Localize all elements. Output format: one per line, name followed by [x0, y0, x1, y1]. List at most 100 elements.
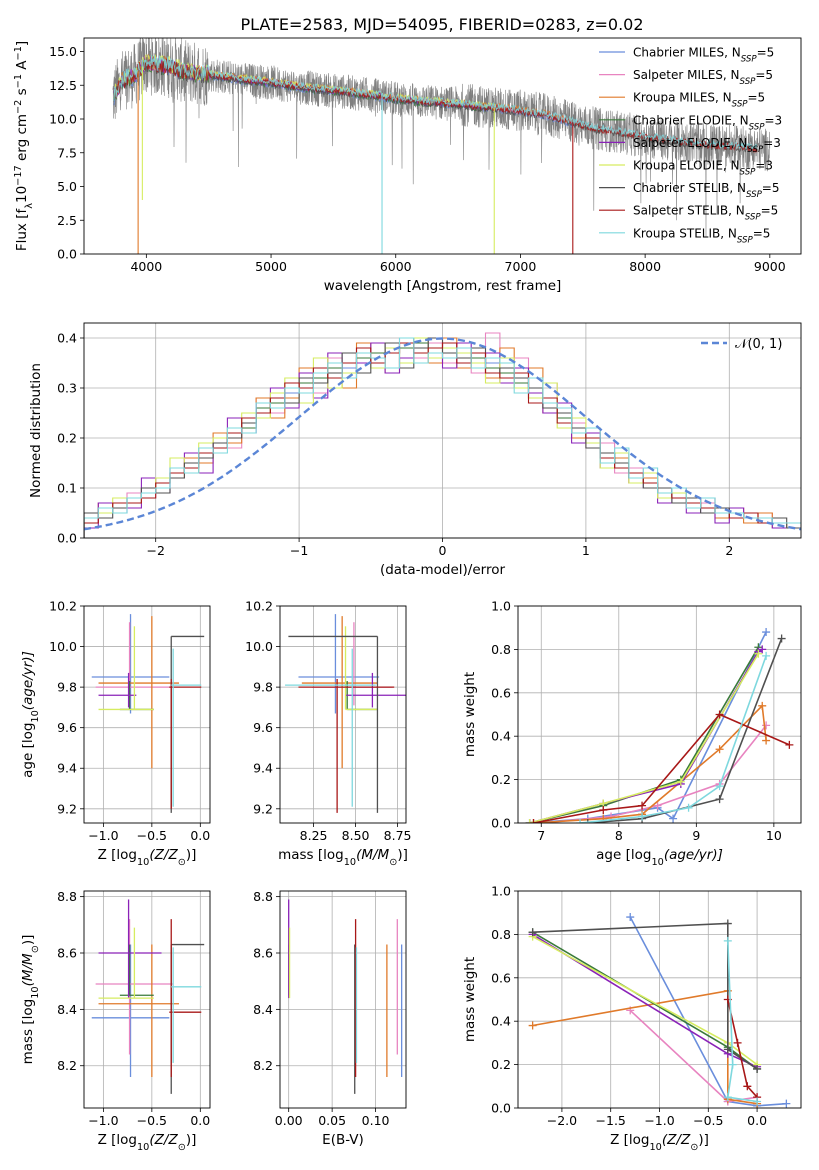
- age_vs_weight-marker-yellow-0: [525, 819, 534, 823]
- z_vs_weight-ytick-label-2: 0.4: [491, 1014, 511, 1029]
- z_vs_mass-ytick-label-2: 8.6: [57, 946, 77, 961]
- z_vs_weight-ylabel-part-0: mass weight: [462, 957, 478, 1042]
- ebv_vs_mass-frame: [279, 890, 407, 1109]
- age_vs_weight-xtick-label-1: 8: [615, 828, 623, 843]
- spectrum-xtick-label-4: 8000: [629, 259, 661, 274]
- spectrum-legend-label-1: Salpeter MILES, NSSP=5: [633, 68, 773, 87]
- spectrum-ylabel-part-0: Flux [f: [14, 208, 30, 252]
- z_vs_age-ylabel-part-0: age [log: [20, 723, 36, 778]
- age_vs_weight-xtick-label-0: 7: [537, 828, 545, 843]
- spectrum-ylabel-part-1: λ: [24, 203, 35, 209]
- spectrum-legend-label-5-part-2: =3: [755, 159, 773, 173]
- spectrum-legend-label-2-part-0: Kroupa MILES, N: [633, 91, 732, 105]
- z_vs_mass-plot-area: [91, 899, 205, 1094]
- z_vs_weight-xtick-label-4: 0.0: [747, 1113, 767, 1128]
- model-spectrum-cyan: [113, 54, 758, 150]
- spectrum-legend-label-6-part-2: =5: [762, 181, 780, 195]
- age_vs_weight-xlabel-part-1: 10: [651, 857, 663, 868]
- mass_vs_age-frame: [279, 605, 407, 824]
- age_vs_weight-ytick-label-2: 0.4: [491, 729, 511, 744]
- ebv_vs_mass-xlabel-part-0: E(B-V): [322, 1132, 364, 1148]
- z_vs_weight-xlabel-part-0: Z [log: [610, 1132, 649, 1148]
- z_vs_weight-marker-dark-1: [723, 919, 732, 928]
- z_vs_age-ytick-label-4: 10.0: [49, 639, 77, 654]
- spectrum-legend-label-0: Chabrier MILES, NSSP=5: [633, 46, 774, 65]
- age_vs_weight-marker-blue-3: [669, 814, 678, 823]
- z_vs_mass-ytick-label-0: 8.2: [57, 1058, 77, 1073]
- spectrum-legend-label-8-part-0: Kroupa STELIB, N: [633, 226, 737, 240]
- z_vs_age-xtick-label-1: −0.5: [137, 828, 167, 843]
- z_vs_mass-xlabel-part-0: Z [log: [98, 1132, 137, 1148]
- age_vs_weight-marker-red-0: [529, 819, 538, 823]
- age_vs_weight-marker-red-1: [599, 805, 608, 814]
- mass_vs_age-ytick-label-1: 9.4: [253, 761, 273, 776]
- z_vs_weight-xtick-label-1: −1.5: [596, 1113, 626, 1128]
- residuals-ytick-label-2: 0.2: [57, 431, 77, 446]
- residuals-ytick-label-0: 0.0: [57, 531, 77, 546]
- spectrum-plot-area: [112, 38, 771, 254]
- spectrum-legend-label-4-part-2: =3: [763, 136, 781, 150]
- spectrum-xtick-label-2: 6000: [380, 259, 412, 274]
- mass_vs_age-xlabel-part-4: )]: [397, 847, 408, 863]
- z_vs_weight-marker-red-2: [743, 1082, 752, 1091]
- residuals-xtick-label-4: 2: [725, 543, 733, 558]
- spectrum-legend-label-2-part-1: SSP: [732, 100, 749, 110]
- ebv_vs_mass-ytick-label-1: 8.4: [253, 1002, 273, 1017]
- spectrum-legend-label-2-part-2: =5: [748, 91, 766, 105]
- age_vs_weight-ylabel-part-0: mass weight: [462, 672, 478, 757]
- mass_vs_age-xlabel: mass [log10(M/M⊙)]: [278, 847, 408, 868]
- age_vs_weight-ytick-label-4: 0.8: [491, 642, 511, 657]
- z_vs_mass-xtick-label-1: −0.5: [137, 1113, 167, 1128]
- spectrum-ylabel-part-4: erg cm: [14, 114, 30, 165]
- mass_vs_age-xtick-label-2: 8.75: [384, 828, 412, 843]
- mass_vs_age-panel: 8.25 8.50 8.75 9.2 9.4 9.6 9.8 10.0 10.2 mass [lo…: [245, 599, 411, 868]
- z_vs_age-ylabel-part-1: 10: [30, 710, 41, 722]
- z_vs_age-xlabel-part-1: 10: [137, 857, 149, 868]
- age_vs_weight-ytick-label-0: 0.0: [491, 816, 511, 831]
- residuals-ytick-label-4: 0.4: [57, 331, 77, 346]
- spectrum-legend-label-1-part-2: =5: [755, 68, 773, 82]
- residuals-xlabel-part-0: (data-model)/error: [380, 562, 506, 578]
- spectrum-legend-label-7-part-2: =5: [761, 204, 779, 218]
- spectrum-legend-label-7-part-1: SSP: [745, 213, 762, 223]
- spectrum-ylabel-part-8: A: [14, 60, 30, 74]
- spectrum-ylabel-part-10: ]: [14, 41, 30, 46]
- spectrum-ylabel-part-2: 10: [14, 186, 30, 203]
- residuals-ytick-label-1: 0.1: [57, 481, 77, 496]
- age_vs_weight-marker-pink-4: [762, 721, 771, 730]
- z_vs_weight-frame: [517, 890, 802, 1109]
- spectrum-ylabel-part-7: −1: [13, 74, 24, 88]
- z_vs_age-xlabel-part-4: )]: [186, 847, 197, 863]
- age_vs_weight-marker-orange-3: [715, 745, 724, 754]
- spectrum-ytick-label-0: 0.0: [57, 247, 77, 262]
- residuals-panel: −2 −1 0 1 2 0.0 0.1 0.2 0.3 0.4 (data-model)/error…: [28, 322, 802, 578]
- z_vs_weight-marker-orange-0: [528, 1021, 537, 1030]
- spectrum-ytick-label-1: 2.5: [57, 213, 77, 228]
- z_vs_mass-ylabel: mass [log10(M/M⊙)]: [20, 935, 41, 1065]
- z_vs_weight-xtick-label-3: −0.5: [693, 1113, 723, 1128]
- age_vs_weight-xlabel-part-0: age [log: [596, 847, 651, 863]
- age_vs_weight-xlabel: age [log10(age/yr)]: [596, 847, 723, 868]
- z_vs_age-xlabel-part-0: Z [log: [98, 847, 137, 863]
- mass_vs_age-ytick-label-2: 9.6: [253, 720, 273, 735]
- z_vs_weight-ytick-label-0: 0.0: [491, 1101, 511, 1116]
- z_vs_weight-ylabel: mass weight: [462, 957, 478, 1042]
- ebv_vs_mass-ytick-label-2: 8.6: [253, 946, 273, 961]
- z_vs_mass-xlabel-part-2: (Z/Z: [149, 1132, 178, 1148]
- z_vs_weight-xlabel: Z [log10(Z/Z⊙)]: [610, 1132, 709, 1153]
- spectrum-ytick-label-6: 15.0: [49, 44, 77, 59]
- age_vs_weight-marker-cyan-4: [762, 651, 771, 660]
- z_vs_weight-panel: −2.0 −1.5 −1.0 −0.5 0.0 0.0 0.2 0.4 0.6 0.8 1.0 Z […: [462, 884, 802, 1153]
- age_vs_weight-plot-area: [525, 628, 794, 823]
- residuals-legend-label: 𝒩(0, 1): [735, 337, 782, 352]
- spectrum-legend-label-7-part-0: Salpeter STELIB, N: [633, 204, 745, 218]
- spectrum-legend-label-6: Chabrier STELIB, NSSP=5: [633, 181, 780, 200]
- z_vs_weight-marker-dark-0: [528, 928, 537, 937]
- spectrum-legend-label-6-part-0: Chabrier STELIB, N: [633, 181, 746, 195]
- age_vs_weight-ytick-label-3: 0.6: [491, 685, 511, 700]
- z_vs_weight-xlabel-part-4: )]: [698, 1132, 709, 1148]
- age_vs_weight-ytick-label-1: 0.2: [491, 772, 511, 787]
- spectrum-ytick-label-4: 10.0: [49, 112, 77, 127]
